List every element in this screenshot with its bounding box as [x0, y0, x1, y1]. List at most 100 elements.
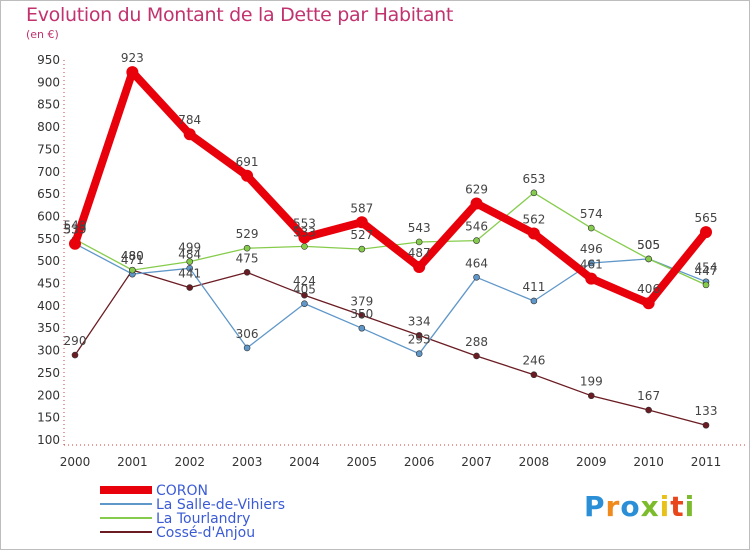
series-line — [74, 243, 707, 355]
legend-label: La Tourlandry — [156, 511, 250, 527]
data-label: 480 — [121, 249, 144, 263]
data-point — [470, 197, 483, 210]
series-layer — [69, 66, 712, 429]
data-label: 546 — [465, 220, 488, 234]
data-label: 167 — [637, 389, 660, 403]
logo-letter: x — [640, 490, 660, 523]
data-label: 505 — [637, 238, 660, 252]
data-label: 350 — [350, 307, 373, 321]
y-tick-label: 800 — [37, 120, 60, 134]
data-label: 454 — [695, 261, 718, 275]
logo-letter: r — [605, 490, 621, 523]
data-point — [530, 371, 538, 379]
data-point — [473, 237, 480, 244]
legend-label: Cossé-d'Anjou — [156, 525, 255, 541]
data-label: 543 — [408, 221, 431, 235]
data-point — [298, 231, 311, 244]
data-label: 539 — [64, 223, 87, 237]
data-point — [702, 281, 710, 289]
data-point — [69, 237, 81, 250]
y-tick-label: 100 — [37, 433, 60, 447]
data-point — [413, 260, 426, 273]
x-tick-label: 2011 — [691, 455, 722, 469]
proxiti-logo: Proxiti — [584, 490, 695, 523]
y-tick-label: 350 — [37, 321, 60, 335]
y-tick-label: 400 — [37, 299, 60, 313]
data-label: 653 — [522, 172, 545, 186]
x-tick-label: 2005 — [347, 455, 378, 469]
legend-label: La Salle-de-Vihiers — [156, 497, 285, 513]
data-point — [530, 189, 538, 197]
data-point — [645, 406, 652, 414]
y-tick-label: 700 — [37, 165, 60, 179]
x-tick-label: 2008 — [519, 455, 550, 469]
data-label: 306 — [236, 327, 259, 341]
data-label: 565 — [695, 211, 718, 225]
data-point — [530, 297, 538, 305]
data-point — [186, 265, 194, 272]
data-label: 562 — [522, 212, 545, 226]
data-label: 406 — [637, 282, 660, 296]
x-tick-label: 2000 — [60, 455, 91, 469]
data-label: 629 — [465, 183, 488, 197]
data-label: 484 — [178, 247, 201, 261]
data-label: 424 — [293, 274, 316, 288]
data-point — [129, 266, 136, 274]
data-point — [358, 245, 366, 253]
data-label: 246 — [522, 354, 545, 368]
y-tick-label: 600 — [37, 209, 60, 223]
y-tick-label: 150 — [37, 411, 60, 425]
data-point — [186, 258, 194, 265]
data-point — [700, 226, 712, 239]
data-label: 587 — [350, 201, 373, 215]
data-label: 505 — [637, 238, 660, 252]
data-label: 549 — [64, 218, 87, 232]
data-point — [301, 243, 308, 250]
data-label: 487 — [408, 246, 431, 260]
data-label: 441 — [178, 267, 201, 281]
data-label: 464 — [465, 256, 488, 270]
data-label: 553 — [293, 216, 316, 230]
data-label: 529 — [236, 227, 259, 241]
data-point — [241, 169, 254, 182]
data-label: 784 — [178, 113, 201, 127]
data-point — [243, 344, 251, 352]
data-label: 290 — [64, 334, 87, 348]
data-label: 691 — [236, 155, 259, 169]
y-tick-label: 550 — [37, 232, 60, 246]
data-point — [415, 350, 423, 358]
data-label: 471 — [121, 253, 144, 267]
x-tick-label: 2002 — [174, 455, 205, 469]
data-label: 527 — [350, 228, 373, 242]
data-label: 288 — [465, 335, 488, 349]
data-label: 411 — [522, 280, 545, 294]
data-point — [702, 421, 710, 429]
logo-letter: i — [684, 490, 696, 523]
chart-title: Evolution du Montant de la Dette par Hab… — [26, 4, 454, 26]
x-tick-label: 2006 — [404, 455, 435, 469]
y-tick-label: 500 — [37, 254, 60, 268]
data-label: 199 — [580, 375, 603, 389]
y-tick-label: 850 — [37, 98, 60, 112]
data-label: 480 — [121, 249, 144, 263]
data-point — [358, 311, 366, 319]
data-point — [473, 352, 480, 360]
x-tick-label: 2004 — [289, 455, 320, 469]
data-label: 447 — [695, 264, 718, 278]
x-tick-label: 2007 — [461, 455, 492, 469]
legend-label: CORON — [156, 483, 208, 499]
y-tick-label: 750 — [37, 142, 60, 156]
data-point — [301, 300, 308, 307]
data-point — [358, 324, 366, 332]
data-point — [186, 284, 194, 291]
data-point — [527, 227, 540, 240]
x-tick-label: 2009 — [576, 455, 607, 469]
data-label: 379 — [350, 294, 373, 308]
x-tick-label: 2001 — [117, 455, 148, 469]
data-point — [355, 216, 368, 229]
series-line — [74, 192, 707, 286]
data-point — [415, 332, 423, 339]
data-point — [126, 66, 139, 79]
data-label: 293 — [408, 333, 431, 347]
